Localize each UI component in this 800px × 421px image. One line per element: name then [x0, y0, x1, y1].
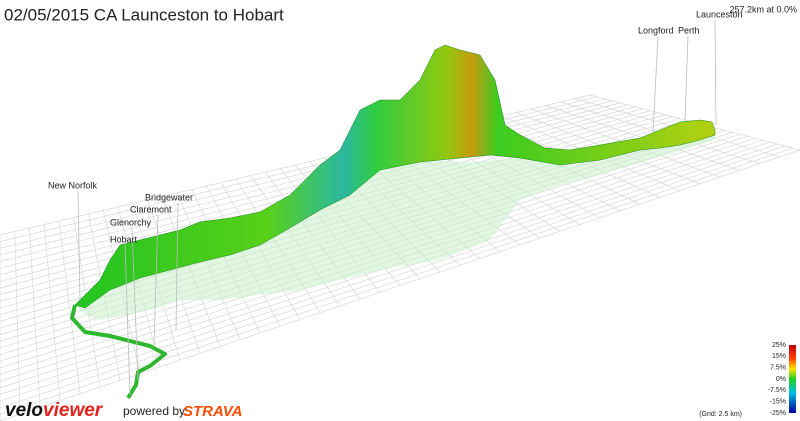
powered-by: powered by	[123, 404, 185, 418]
position-readout: 257.2km at 0.0%	[729, 4, 797, 14]
place-label: New Norfolk	[48, 180, 98, 190]
title: 02/05/2015 CA Launceston to Hobart	[4, 5, 284, 24]
legend-label: 25%	[772, 342, 786, 349]
legend-label: -15%	[770, 399, 786, 406]
legend-label: -25%	[770, 410, 786, 417]
grid-note: (Grid: 2.5 km)	[699, 411, 742, 418]
elevation-shadow	[75, 135, 715, 320]
legend-label: -7.5%	[768, 387, 786, 394]
place-label: Launceston	[696, 9, 743, 19]
veloviewer-logo: veloviewer	[5, 400, 104, 421]
legend-label: 15%	[772, 353, 786, 360]
place-label: Bridgewater	[145, 192, 193, 202]
gradient-legend: 25% 15% 7.5% 0% -7.5% -15% -25%	[768, 342, 786, 417]
gradient-legend-bar	[789, 345, 796, 413]
place-label: Glenorchy	[110, 217, 152, 227]
place-leaders	[77, 19, 717, 396]
grid-line	[0, 100, 613, 256]
legend-label: 7.5%	[770, 365, 786, 372]
strava-logo: STRAVA	[183, 403, 242, 420]
place-label: Claremont	[130, 204, 172, 214]
grid-line	[0, 145, 786, 409]
place-label: Perth	[678, 25, 700, 35]
route	[70, 304, 167, 400]
place-label: Longford	[638, 25, 674, 35]
grid-line	[0, 149, 800, 421]
elevation-wall	[74, 44, 716, 309]
grid-line	[0, 147, 793, 415]
grid-line	[0, 143, 778, 402]
place-label: Hobart	[110, 234, 138, 244]
legend-label: 0%	[776, 376, 786, 383]
